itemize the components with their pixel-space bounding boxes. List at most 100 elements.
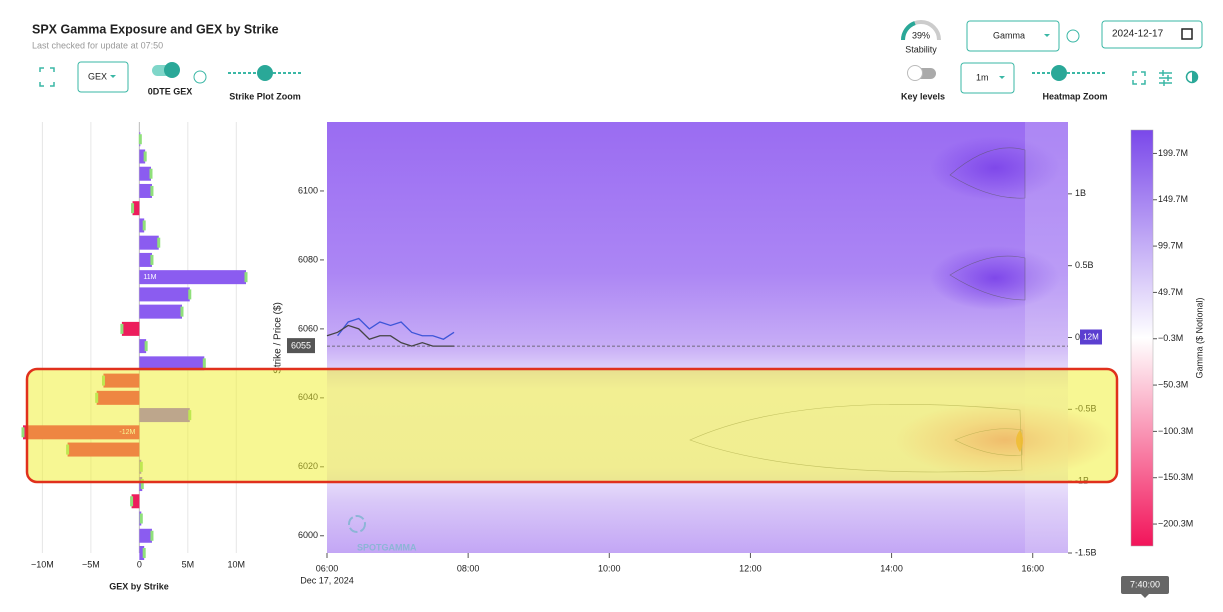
toggle-knob[interactable] <box>164 62 180 78</box>
gamma-dropdown[interactable] <box>966 20 1060 52</box>
colorbar-tick-label: −200.3M <box>1158 518 1193 528</box>
date-value[interactable]: 2024-12-17 <box>1112 29 1164 40</box>
x-tick-label: −10M <box>31 559 54 569</box>
colorbar-tick-label: −100.3M <box>1158 426 1193 436</box>
toggle-knob[interactable] <box>907 65 923 81</box>
bar-tip <box>120 323 124 334</box>
x-tick-label: 14:00 <box>880 563 903 573</box>
time-tooltip-pointer <box>1141 594 1149 598</box>
bar-tip <box>180 306 184 317</box>
bar-tip <box>21 427 25 438</box>
colorbar-tick-label: 99.7M <box>1158 240 1183 250</box>
bar-value-label: 11M <box>143 274 156 281</box>
heatmap-zoom-knob[interactable] <box>1051 65 1067 81</box>
colorbar-tick-label: −0.3M <box>1158 333 1183 343</box>
subtitle: Last checked for update at 07:50 <box>32 40 163 50</box>
gex-bar <box>139 528 152 543</box>
x-date-label: Dec 17, 2024 <box>300 575 354 585</box>
stability-label: Stability <box>905 44 937 54</box>
contour <box>689 147 1026 473</box>
gex-bar <box>139 183 152 198</box>
gex-bar <box>139 252 152 267</box>
heatmap-hotspot <box>930 246 1060 310</box>
bar-tip <box>142 220 146 231</box>
y2-tick-label: 1B <box>1075 188 1086 198</box>
gex-bar <box>121 321 140 336</box>
expand-icon[interactable] <box>39 67 55 87</box>
y2-tick-label: 0 <box>1075 332 1080 342</box>
bar-tip <box>150 254 154 265</box>
interval-value[interactable]: 1m <box>976 72 989 82</box>
price-line <box>337 317 455 340</box>
bar-tip <box>140 479 144 490</box>
info-icon[interactable] <box>193 70 207 84</box>
colorbar-tick-label: 49.7M <box>1158 287 1183 297</box>
strike-zoom-knob[interactable] <box>257 65 273 81</box>
date-input[interactable] <box>1101 20 1203 49</box>
gex-bar <box>131 494 140 509</box>
gex-bar <box>139 339 147 354</box>
bar-tip <box>157 237 161 248</box>
x-tick-label: 08:00 <box>457 563 480 573</box>
bar-tip <box>131 203 135 214</box>
gex-bar <box>139 304 183 319</box>
price-box-label: 6055 <box>291 340 311 350</box>
y-tick-label: 6060 <box>298 323 318 333</box>
bar-tip <box>150 185 154 196</box>
colorbar-label: Gamma ($ Notional) <box>1194 297 1204 378</box>
x-tick-label: 10:00 <box>598 563 621 573</box>
caret <box>999 76 1005 79</box>
interval-dropdown[interactable] <box>960 62 1015 94</box>
heatmap-hotspot <box>930 136 1060 200</box>
x-tick-label: 5M <box>182 559 195 569</box>
x-tick-label: 16:00 <box>1021 563 1044 573</box>
stability-value: 39% <box>912 30 930 40</box>
calendar-icon[interactable] <box>1181 28 1193 40</box>
y-tick-label: 6080 <box>298 254 318 264</box>
y-axis-label: Strike / Price ($) <box>273 302 284 374</box>
gex-bar <box>132 201 140 216</box>
bar-tip <box>139 513 143 524</box>
page-title: SPX Gamma Exposure and GEX by Strike <box>32 22 279 36</box>
gex-bar <box>139 235 159 250</box>
after-close-band <box>1025 122 1068 553</box>
price-box <box>287 338 315 354</box>
bar-tip <box>143 151 147 162</box>
gex-bar <box>139 218 145 233</box>
net-gex-label: 12M <box>1083 333 1099 342</box>
gex-bar <box>139 166 151 181</box>
gex-dropdown[interactable] <box>77 61 129 93</box>
y-tick-label: 6100 <box>298 185 318 195</box>
y-tick-label: 6000 <box>298 530 318 540</box>
colorbar-tick-label: −50.3M <box>1158 379 1188 389</box>
info-icon[interactable] <box>1066 29 1080 43</box>
highlight-box <box>25 367 1119 484</box>
caret <box>110 75 116 78</box>
logo: SPOTGAMMA <box>357 542 417 552</box>
stability-gauge <box>901 21 916 41</box>
colorbar <box>1130 129 1154 547</box>
expand-icon[interactable] <box>1132 71 1146 85</box>
gamma-dropdown-value[interactable]: Gamma <box>993 30 1025 40</box>
settings-icon[interactable] <box>1159 70 1172 86</box>
x-tick-label: 06:00 <box>316 563 339 573</box>
price-line <box>326 324 455 347</box>
x-tick-label: 0 <box>137 559 142 569</box>
logo-icon <box>348 515 366 533</box>
time-tooltip-box <box>1121 576 1169 594</box>
gex-bar <box>139 270 246 285</box>
bar-tip <box>130 496 134 507</box>
x-tick-label: 12:00 <box>739 563 762 573</box>
heatmap-zoom-label: Heatmap Zoom <box>1042 91 1107 101</box>
gex-bar <box>139 356 205 371</box>
y2-tick-label: 0.5B <box>1075 260 1094 270</box>
contrast-icon-half <box>1192 71 1198 83</box>
x-axis-label: GEX by Strike <box>109 581 169 591</box>
colorbar-tick-label: 199.7M <box>1158 148 1188 158</box>
bar-tip <box>244 272 248 283</box>
y2-tick-label: -1.5B <box>1075 547 1097 557</box>
gex-bar <box>139 287 190 302</box>
gex-dropdown-value[interactable]: GEX <box>88 71 107 81</box>
colorbar-tick-label: 149.7M <box>1158 194 1188 204</box>
